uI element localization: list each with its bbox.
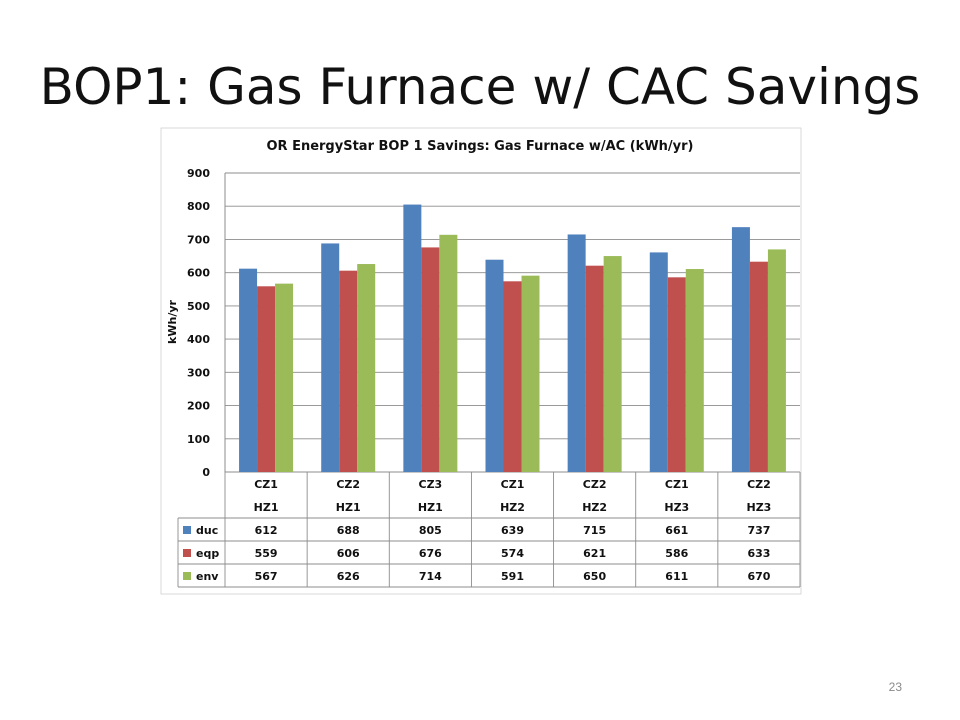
data-label-eqp: 621: [583, 547, 606, 560]
bar-eqp: [667, 277, 686, 472]
y-tick-label: 300: [187, 366, 210, 379]
bar-eqp: [749, 261, 768, 472]
legend-label-env: env: [196, 570, 219, 583]
bar-eqp: [503, 281, 522, 472]
data-label-duc: 639: [501, 524, 524, 537]
data-label-eqp: 559: [255, 547, 278, 560]
data-label-env: 670: [747, 570, 770, 583]
page-number: 23: [888, 680, 902, 694]
data-label-duc: 612: [255, 524, 278, 537]
y-axis-label: kWh/yr: [166, 299, 179, 343]
data-label-duc: 688: [337, 524, 360, 537]
x-tick-label: HZ1: [418, 501, 443, 514]
slide-title: BOP1: Gas Furnace w/ CAC Savings: [39, 58, 921, 116]
bar-eqp: [257, 286, 276, 472]
y-tick-label: 600: [187, 267, 210, 280]
bar-env: [439, 234, 458, 472]
bar-env: [767, 249, 786, 472]
x-tick-label: HZ1: [254, 501, 279, 514]
data-label-duc: 805: [419, 524, 442, 537]
bar-duc: [403, 204, 422, 473]
bar-eqp: [421, 247, 440, 472]
bar-env: [685, 269, 704, 472]
bar-duc: [567, 234, 586, 472]
data-label-eqp: 586: [665, 547, 688, 560]
bar-duc: [731, 227, 750, 472]
chart-frame: [160, 127, 802, 595]
y-tick-label: 200: [187, 400, 210, 413]
bar-duc: [239, 268, 258, 472]
data-label-env: 650: [583, 570, 606, 583]
x-tick-label: HZ1: [336, 501, 361, 514]
data-label-eqp: 606: [337, 547, 360, 560]
y-tick-label: 800: [187, 200, 210, 213]
data-label-env: 567: [255, 570, 278, 583]
legend-swatch-env: [183, 572, 191, 580]
x-tick-label: CZ2: [336, 478, 360, 491]
bar-eqp: [339, 270, 358, 472]
x-tick-label: CZ2: [747, 478, 771, 491]
y-tick-label: 0: [202, 466, 210, 479]
data-label-env: 591: [501, 570, 524, 583]
y-tick-label: 400: [187, 333, 210, 346]
data-label-duc: 661: [665, 524, 688, 537]
data-label-eqp: 574: [501, 547, 524, 560]
x-tick-label: CZ3: [419, 478, 443, 491]
bar-env: [275, 283, 294, 472]
bar-env: [603, 256, 622, 472]
bar-env: [357, 264, 376, 472]
chart-title: OR EnergyStar BOP 1 Savings: Gas Furnace…: [266, 139, 693, 154]
x-tick-label: CZ2: [583, 478, 607, 491]
x-tick-label: CZ1: [254, 478, 278, 491]
data-label-env: 611: [665, 570, 688, 583]
y-tick-label: 100: [187, 433, 210, 446]
data-label-duc: 737: [747, 524, 770, 537]
data-label-env: 626: [337, 570, 360, 583]
data-label-env: 714: [419, 570, 442, 583]
x-tick-label: HZ2: [500, 501, 525, 514]
x-tick-label: HZ3: [747, 501, 772, 514]
bar-eqp: [585, 265, 604, 472]
legend-swatch-eqp: [183, 549, 191, 557]
x-tick-label: CZ1: [665, 478, 689, 491]
data-label-eqp: 633: [747, 547, 770, 560]
legend-label-duc: duc: [196, 524, 218, 537]
data-label-duc: 715: [583, 524, 606, 537]
y-tick-label: 700: [187, 233, 210, 246]
data-label-eqp: 676: [419, 547, 442, 560]
bar-env: [521, 275, 540, 472]
legend-swatch-duc: [183, 526, 191, 534]
bar-duc: [649, 252, 668, 472]
x-tick-label: HZ2: [582, 501, 607, 514]
x-tick-label: CZ1: [501, 478, 525, 491]
x-tick-label: HZ3: [664, 501, 689, 514]
legend-label-eqp: eqp: [196, 547, 219, 560]
y-tick-label: 900: [187, 167, 210, 180]
bar-duc: [485, 259, 504, 472]
y-tick-label: 500: [187, 300, 210, 313]
bar-duc: [321, 243, 340, 472]
